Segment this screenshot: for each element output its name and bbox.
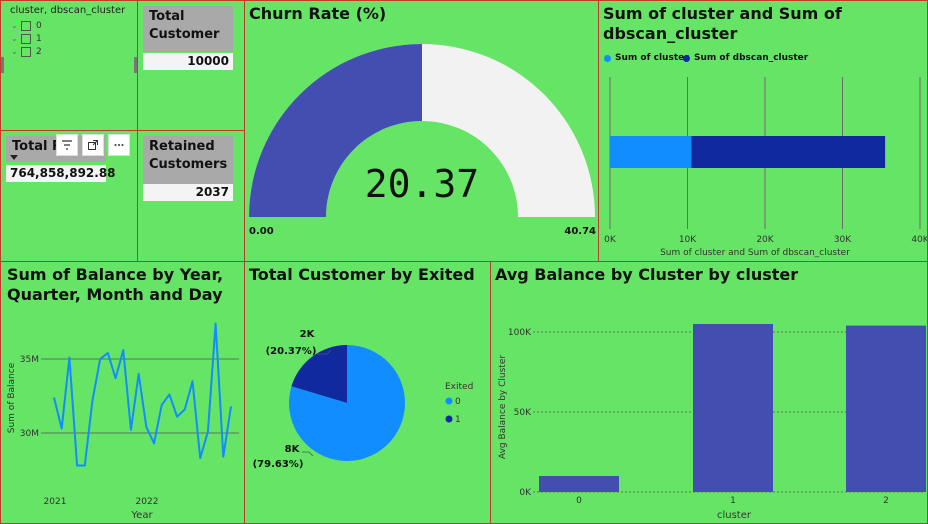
legend-label: Sum of cluster bbox=[615, 53, 689, 63]
x-tick-label: 40K bbox=[911, 235, 928, 245]
x-tick-label: 20K bbox=[756, 235, 774, 245]
x-axis-label: Sum of cluster and Sum of dbscan_cluster bbox=[660, 248, 850, 258]
x-tick-label: 2021 bbox=[44, 497, 67, 507]
slicer-item-0[interactable]: ⌄ 0 bbox=[11, 19, 42, 32]
total-customer-value: 10000 bbox=[143, 53, 233, 70]
series-line bbox=[53, 322, 232, 467]
gauge-chart: 20.37 0.00 40.74 bbox=[249, 44, 596, 237]
checkbox[interactable] bbox=[21, 46, 31, 57]
legend-label: Sum of dbscan_cluster bbox=[694, 53, 809, 63]
churn-rate-gauge: Churn Rate (%) 20.37 0.00 40.74 bbox=[244, 0, 599, 262]
chevron-down-icon: ⌄ bbox=[11, 47, 18, 56]
y-axis-label: Avg Balance by Cluster bbox=[498, 355, 508, 459]
x-axis-label: cluster bbox=[717, 510, 752, 521]
slicer-item-label: 0 bbox=[36, 20, 42, 31]
legend-sum-dbscan: Sum of dbscan_cluster bbox=[683, 53, 808, 63]
x-tick-label: 30K bbox=[834, 235, 852, 245]
x-tick-label: 0K bbox=[604, 235, 617, 245]
y-tick-label: 0K bbox=[519, 488, 532, 498]
total-customer-label: Total Customer bbox=[143, 6, 233, 52]
legend-label: 0 bbox=[455, 397, 461, 407]
resize-handle[interactable] bbox=[134, 57, 137, 73]
gauge-fill bbox=[249, 44, 422, 217]
line-chart: 30M 35M 2021 2022 Year Sum of Balance bbox=[7, 322, 239, 521]
bar-segment bbox=[610, 136, 692, 168]
chevron-down-icon: ⌄ bbox=[11, 34, 18, 43]
cluster-sum-chart: Sum of cluster and Sum of dbscan_cluster… bbox=[598, 0, 928, 262]
x-tick-label: 0 bbox=[576, 496, 582, 506]
data-label: 2K bbox=[300, 329, 316, 340]
x-tick-label: 10K bbox=[679, 235, 697, 245]
pie-chart: 2K (20.37%) 8K (79.63%) Exited 0 1 bbox=[253, 329, 474, 470]
y-tick-label: 100K bbox=[508, 328, 532, 338]
slicer-item-2[interactable]: ⌄ 2 bbox=[11, 45, 42, 58]
chevron-down-icon[interactable] bbox=[10, 155, 18, 160]
slicer-item-1[interactable]: ⌄ 1 bbox=[11, 32, 42, 45]
legend-marker bbox=[445, 397, 453, 405]
retained-customers-card: Retained Customers 2037 bbox=[137, 130, 245, 262]
chevron-down-icon: ⌄ bbox=[11, 21, 18, 30]
retained-customers-label: Retained Customers bbox=[143, 136, 233, 184]
leader-line bbox=[317, 349, 332, 355]
checkbox[interactable] bbox=[21, 33, 31, 44]
resize-handle[interactable] bbox=[1, 57, 4, 73]
focus-mode-icon[interactable] bbox=[82, 134, 104, 156]
chart-title: Sum of cluster and Sum of dbscan_cluster bbox=[603, 4, 842, 43]
x-axis-label: Year bbox=[130, 510, 153, 521]
exited-pie-chart: Total Customer by Exited 2K (20.37%) 8K (79… bbox=[244, 261, 491, 524]
slicer-item-label: 2 bbox=[36, 46, 42, 57]
legend-sum-cluster: Sum of cluster bbox=[604, 53, 689, 63]
data-label: (79.63%) bbox=[253, 459, 304, 470]
slicer-header: cluster, dbscan_cluster bbox=[10, 5, 126, 16]
chart-title: Total Customer by Exited bbox=[249, 265, 475, 284]
y-tick-label: 30M bbox=[20, 429, 39, 439]
total-customer-card: Total Customer 10000 bbox=[137, 0, 245, 131]
pie-slice bbox=[289, 345, 405, 461]
slicer-list: ⌄ 0 ⌄ 1 ⌄ 2 bbox=[11, 19, 42, 58]
bar bbox=[693, 324, 773, 492]
x-tick-label: 1 bbox=[730, 496, 736, 506]
gauge-max-label: 40.74 bbox=[564, 226, 596, 237]
bar bbox=[539, 476, 619, 492]
bar bbox=[846, 325, 926, 492]
x-tick-label: 2 bbox=[883, 496, 889, 506]
legend-label: 1 bbox=[455, 415, 461, 425]
y-axis-label: Sum of Balance bbox=[7, 362, 17, 433]
filter-icon[interactable] bbox=[56, 134, 78, 156]
data-label: 8K bbox=[285, 444, 301, 455]
chart-title: Avg Balance by Cluster by cluster bbox=[495, 265, 799, 284]
total-balance-value: 764,858,892.88 bbox=[6, 165, 116, 182]
bar-chart: 0K 50K 100K 0 1 2 cluster Avg Balance by Cluste… bbox=[498, 324, 926, 521]
stacked-bar-chart: 0K 10K 20K 30K 40K Sum of cluster and Sum of … bbox=[604, 77, 928, 258]
checkbox[interactable] bbox=[21, 20, 31, 31]
balance-line-chart: Sum of Balance by Year, Quarter, Month a… bbox=[0, 261, 245, 524]
data-label: (20.37%) bbox=[266, 346, 317, 357]
cluster-slicer: cluster, dbscan_cluster ⌄ 0 ⌄ 1 ⌄ 2 bbox=[0, 0, 138, 131]
slicer-item-label: 1 bbox=[36, 33, 42, 44]
retained-customers-value: 2037 bbox=[143, 184, 233, 201]
visual-toolbar bbox=[56, 134, 130, 156]
chart-title: Sum of Balance by Year, Quarter, Month a… bbox=[7, 265, 224, 304]
bar-segment bbox=[691, 136, 886, 168]
legend-title: Exited bbox=[445, 382, 473, 392]
gauge-value-label: 20.37 bbox=[365, 162, 479, 206]
legend-marker bbox=[445, 415, 453, 423]
gauge-min-label: 0.00 bbox=[249, 226, 274, 237]
leader-line bbox=[302, 451, 314, 457]
pie-slice bbox=[291, 345, 347, 403]
avg-balance-bar-chart: Avg Balance by Cluster by cluster 0K 50K 1… bbox=[490, 261, 928, 524]
y-tick-label: 35M bbox=[20, 355, 39, 365]
chart-title: Churn Rate (%) bbox=[249, 4, 387, 23]
y-tick-label: 50K bbox=[514, 408, 532, 418]
more-options-icon[interactable] bbox=[108, 134, 130, 156]
x-tick-label: 2022 bbox=[136, 497, 159, 507]
total-balance-card: Total Re 764,858,892.88 bbox=[0, 130, 138, 262]
